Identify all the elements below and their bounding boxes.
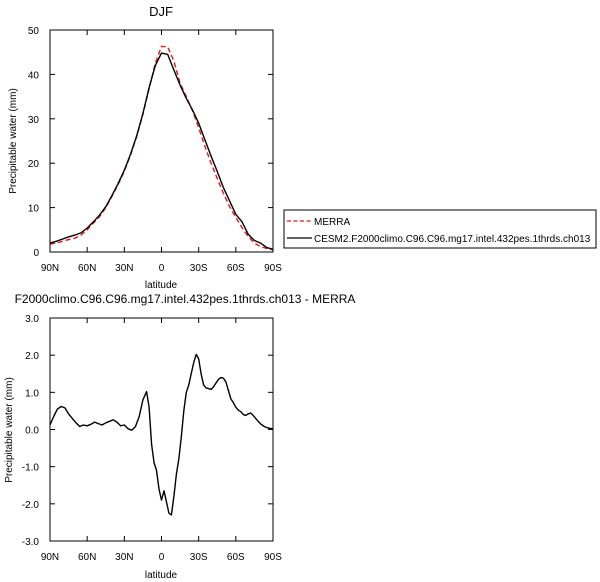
top-plot-area: 90N 60N 30N 0 30S 60S 90S 0 10 20 30 40 50: [28, 26, 282, 274]
bottom-x-tick-label: 30N: [115, 552, 133, 563]
top-panel: DJF 90N 60N 30N 0 30S 60S 90S 0 10 20 30 40 50 Preci…: [8, 4, 597, 291]
top-x-tick-label: 60N: [78, 263, 96, 274]
top-series-line-cesm: [49, 52, 274, 250]
bottom-chart-title: F2000climo.C96.C96.mg17.intel.432pes.1th…: [15, 292, 356, 306]
top-xlabel: latitude: [145, 280, 178, 291]
bottom-y-tick-label: -2.0: [22, 500, 40, 511]
bottom-x-tick-label: 60S: [227, 552, 245, 563]
bottom-plot-frame: [49, 317, 274, 542]
top-y-tick-label: 0: [33, 248, 39, 259]
top-y-tick-label: 20: [28, 159, 40, 170]
legend-box: [283, 209, 597, 249]
top-chart-title: DJF: [149, 4, 173, 19]
top-y-tick-label: 30: [28, 115, 40, 126]
bottom-ylabel: Precipitable water (mm): [4, 377, 15, 483]
bottom-y-tick-label: 1.0: [25, 388, 39, 399]
bottom-y-tick-label: -1.0: [22, 463, 40, 474]
bottom-y-tick-label: -3.0: [22, 537, 40, 548]
bottom-xlabel: latitude: [145, 570, 178, 581]
bottom-y-tick-label: 3.0: [25, 314, 39, 325]
bottom-x-tick-label: 30S: [190, 552, 208, 563]
top-x-tick-label: 30S: [190, 263, 208, 274]
top-x-tick-label: 0: [159, 263, 165, 274]
top-ylabel: Precipitable water (mm): [8, 88, 19, 194]
bottom-y-tick-label: 0.0: [25, 426, 39, 437]
bottom-y-tick-label: 2.0: [25, 351, 39, 362]
top-x-tick-label: 60S: [227, 263, 245, 274]
top-y-tick-label: 40: [28, 70, 40, 81]
bottom-x-tick-label: 0: [159, 552, 165, 563]
legend: MERRA CESM2.F2000climo.C96.C96.mg17.inte…: [283, 209, 597, 249]
bottom-x-tick-label: 60N: [78, 552, 96, 563]
bottom-x-tick-label: 90N: [41, 552, 59, 563]
bottom-panel: F2000climo.C96.C96.mg17.intel.432pes.1th…: [4, 292, 355, 581]
top-x-tick-label: 30N: [115, 263, 133, 274]
top-plot-frame: [49, 29, 274, 253]
bottom-x-tick-label: 90S: [264, 552, 282, 563]
top-x-tick-label: 90S: [264, 263, 282, 274]
top-y-tick-label: 10: [28, 204, 40, 215]
legend-label-merra: MERRA: [314, 217, 350, 228]
top-x-tick-label: 90N: [41, 263, 59, 274]
top-y-tick-label: 50: [28, 26, 40, 37]
bottom-plot-area: 90N 60N 30N 0 30S 60S 90S 3.0 2.0 1.0 0.0 -1.0 -2.0 -…: [22, 314, 282, 563]
top-series-line-merra: [49, 45, 274, 251]
legend-label-cesm: CESM2.F2000climo.C96.C96.mg17.intel.432p…: [314, 234, 591, 245]
bottom-series-line-difference: [49, 353, 274, 516]
